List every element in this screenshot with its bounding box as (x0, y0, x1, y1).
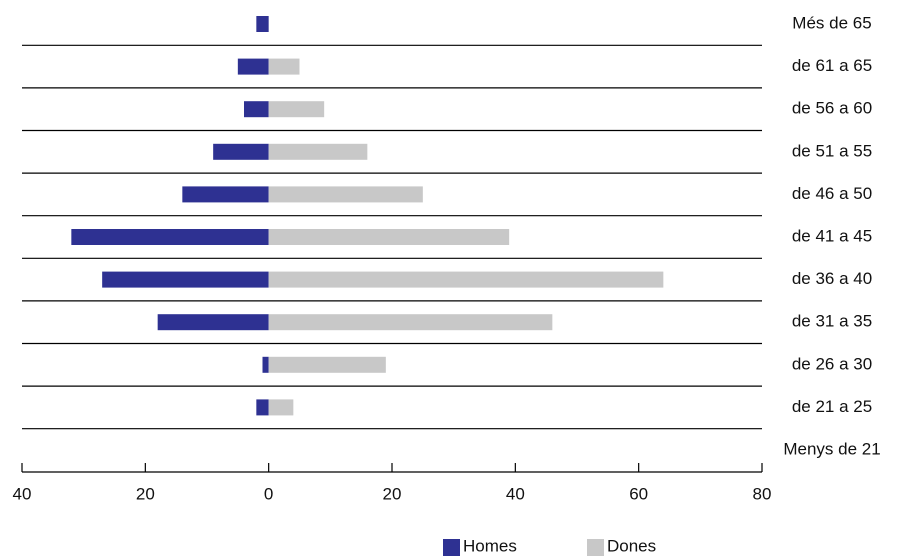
x-tick-label: 80 (753, 484, 772, 503)
category-label: Menys de 21 (783, 439, 880, 458)
category-label: de 26 a 30 (792, 354, 872, 373)
legend-swatch (443, 539, 460, 556)
category-label: de 36 a 40 (792, 269, 872, 288)
category-label: de 56 a 60 (792, 99, 872, 118)
bar (256, 16, 269, 32)
bar (268, 271, 664, 288)
legend-swatch (587, 539, 604, 556)
legend-label: Dones (607, 536, 656, 555)
bar (71, 229, 269, 245)
bar (268, 143, 368, 160)
bar (268, 58, 300, 75)
x-tick-label: 20 (136, 484, 155, 503)
bar (268, 314, 553, 331)
bar (268, 229, 510, 245)
x-tick-label: 0 (264, 484, 273, 503)
bar (268, 399, 294, 416)
bar (256, 399, 269, 416)
bar (244, 101, 269, 118)
bar (268, 356, 386, 373)
legend-label: Homes (463, 536, 517, 555)
bar (213, 143, 269, 160)
category-label: de 51 a 55 (792, 141, 872, 160)
bar (262, 356, 269, 373)
category-label: de 61 a 65 (792, 56, 872, 75)
category-label: Més de 65 (792, 13, 871, 32)
x-tick-label: 20 (383, 484, 402, 503)
category-label: de 46 a 50 (792, 184, 872, 203)
x-tick-label: 60 (629, 484, 648, 503)
bar (157, 314, 269, 331)
category-label: de 31 a 35 (792, 312, 872, 331)
x-tick-label: 40 (506, 484, 525, 503)
category-label: de 21 a 25 (792, 397, 872, 416)
bar (268, 101, 325, 118)
bar (102, 271, 269, 288)
bar (237, 58, 269, 75)
x-tick-label: 40 (13, 484, 32, 503)
category-label: de 41 a 45 (792, 226, 872, 245)
bar (268, 186, 423, 203)
bar (182, 186, 269, 203)
